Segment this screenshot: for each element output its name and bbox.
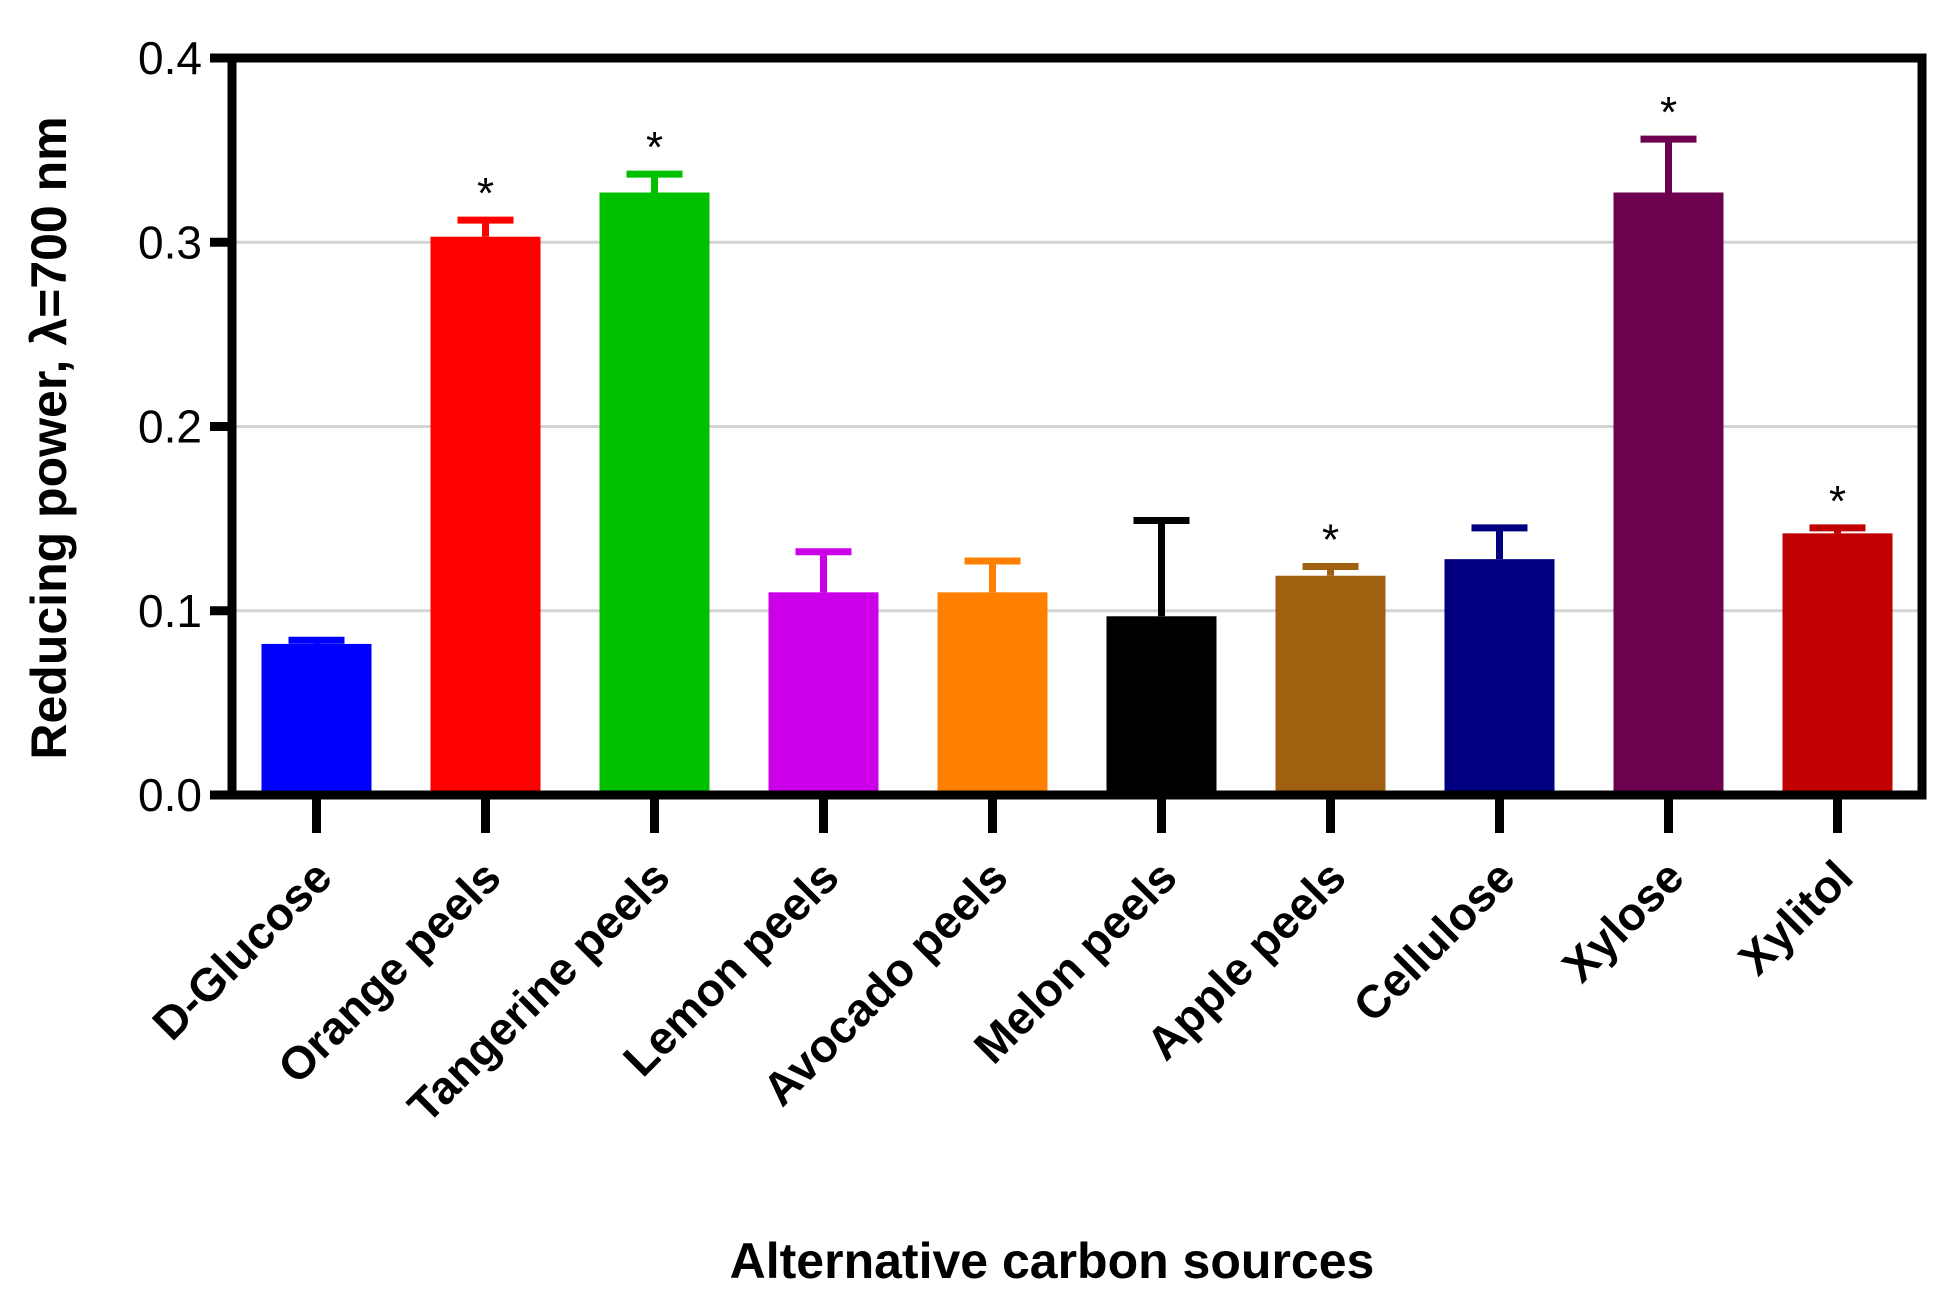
y-tick-label: 0.4 (138, 32, 202, 84)
bar (768, 592, 879, 795)
bar (430, 236, 541, 795)
y-axis-title: Reducing power, λ=700 nm (21, 116, 77, 759)
significance-marker: * (1322, 516, 1339, 565)
bar (1782, 533, 1893, 795)
x-axis-ticks (312, 795, 1842, 833)
bar (261, 643, 372, 795)
x-axis-title: Alternative carbon sources (730, 1233, 1375, 1289)
error-bars (288, 135, 1866, 644)
bars (261, 192, 1893, 795)
bar (1613, 192, 1724, 795)
y-tick-label: 0.1 (138, 585, 202, 637)
significance-marker: * (646, 123, 663, 172)
x-category-label: Xylitol (1728, 850, 1862, 984)
significance-markers: * * * * * (477, 88, 1846, 564)
bar (937, 592, 1048, 795)
bar (1275, 575, 1386, 795)
y-axis-ticks (210, 53, 232, 800)
y-tick-label: 0.0 (138, 769, 202, 821)
x-category-label: Cellulose (1343, 850, 1524, 1031)
bar (1106, 616, 1217, 795)
bar (1444, 559, 1555, 795)
x-category-label: Xylose (1552, 850, 1694, 992)
significance-marker: * (477, 169, 494, 218)
bar (599, 192, 710, 795)
significance-marker: * (1829, 477, 1846, 526)
significance-marker: * (1660, 88, 1677, 137)
y-tick-label: 0.3 (138, 216, 202, 268)
y-axis-tick-labels: 0.0 0.1 0.2 0.3 0.4 (138, 32, 202, 821)
y-tick-label: 0.2 (138, 401, 202, 453)
